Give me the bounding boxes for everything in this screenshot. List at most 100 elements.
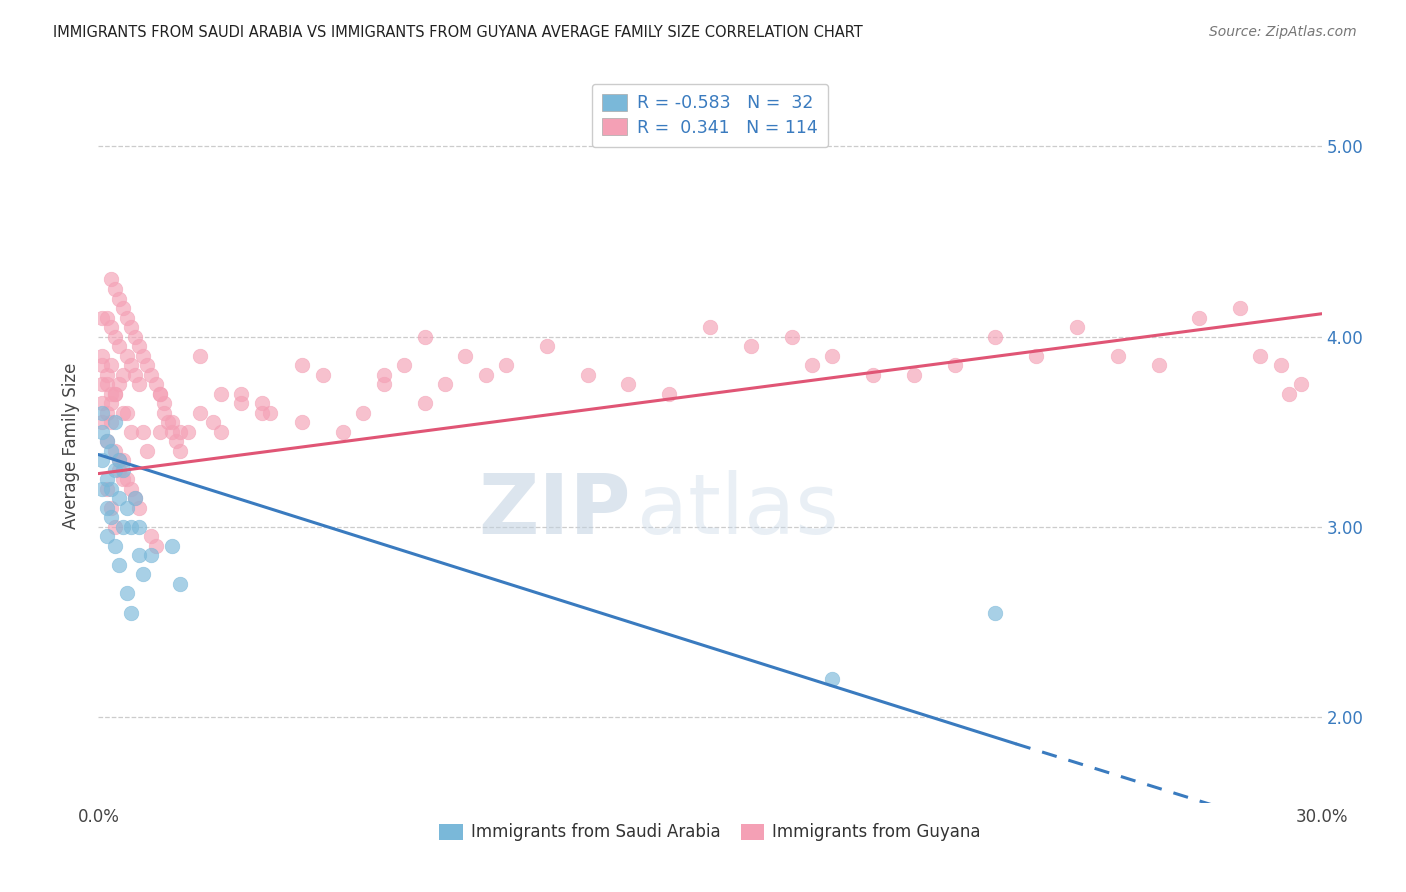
Point [780, 329, 803, 343]
Point [1147, 358, 1170, 372]
Point [96, 377, 118, 392]
Point [91, 453, 114, 467]
Point [115, 586, 138, 600]
Point [100, 386, 122, 401]
Point [100, 396, 122, 410]
Point [128, 339, 150, 353]
Point [91, 482, 114, 496]
Point [96, 406, 118, 420]
Point [104, 386, 127, 401]
Point [108, 558, 131, 572]
Point [152, 406, 174, 420]
Point [100, 510, 122, 524]
Point [536, 339, 558, 353]
Point [115, 406, 138, 420]
Point [91, 415, 114, 429]
Text: IMMIGRANTS FROM SAUDI ARABIA VS IMMIGRANTS FROM GUYANA AVERAGE FAMILY SIZE CORRE: IMMIGRANTS FROM SAUDI ARABIA VS IMMIGRAN… [53, 25, 863, 40]
Point [100, 272, 122, 286]
Point [1278, 386, 1301, 401]
Point [291, 358, 314, 372]
Point [821, 672, 844, 686]
Point [108, 453, 131, 467]
Point [169, 425, 191, 439]
Point [108, 463, 131, 477]
Point [111, 472, 134, 486]
Point [128, 377, 150, 392]
Point [209, 386, 232, 401]
Point [96, 529, 118, 543]
Point [188, 406, 212, 420]
Point [149, 386, 172, 401]
Point [169, 443, 191, 458]
Point [1229, 301, 1251, 315]
Point [111, 406, 134, 420]
Point [136, 443, 159, 458]
Point [132, 349, 155, 363]
Point [115, 310, 138, 325]
Point [1066, 320, 1088, 334]
Point [699, 320, 721, 334]
Point [250, 396, 273, 410]
Point [188, 349, 212, 363]
Point [91, 425, 114, 439]
Point [111, 463, 134, 477]
Point [120, 425, 142, 439]
Point [740, 339, 762, 353]
Point [177, 425, 200, 439]
Point [115, 500, 138, 515]
Point [115, 349, 138, 363]
Point [96, 368, 118, 382]
Point [91, 406, 114, 420]
Point [96, 472, 118, 486]
Point [124, 491, 146, 506]
Point [91, 396, 114, 410]
Point [100, 443, 122, 458]
Point [165, 434, 187, 449]
Point [169, 577, 191, 591]
Point [104, 539, 127, 553]
Point [617, 377, 640, 392]
Point [128, 500, 150, 515]
Point [434, 377, 457, 392]
Point [801, 358, 824, 372]
Point [259, 406, 281, 420]
Point [152, 396, 174, 410]
Point [149, 425, 172, 439]
Point [984, 606, 1007, 620]
Point [120, 520, 142, 534]
Point [495, 358, 517, 372]
Point [1188, 310, 1211, 325]
Point [100, 358, 122, 372]
Point [108, 292, 131, 306]
Point [209, 425, 232, 439]
Point [160, 539, 183, 553]
Point [104, 329, 127, 343]
Point [250, 406, 273, 420]
Point [392, 358, 416, 372]
Point [100, 500, 122, 515]
Point [111, 453, 134, 467]
Point [132, 425, 155, 439]
Point [145, 377, 167, 392]
Y-axis label: Average Family Size: Average Family Size [62, 363, 80, 529]
Point [1270, 358, 1292, 372]
Text: atlas: atlas [637, 470, 838, 550]
Point [120, 482, 142, 496]
Point [474, 368, 498, 382]
Point [124, 491, 146, 506]
Point [91, 358, 114, 372]
Point [111, 368, 134, 382]
Point [104, 386, 127, 401]
Point [1291, 377, 1313, 392]
Point [413, 329, 436, 343]
Legend: Immigrants from Saudi Arabia, Immigrants from Guyana: Immigrants from Saudi Arabia, Immigrants… [433, 817, 987, 848]
Point [658, 386, 681, 401]
Point [136, 358, 159, 372]
Point [231, 386, 253, 401]
Point [141, 368, 163, 382]
Point [903, 368, 925, 382]
Point [96, 500, 118, 515]
Point [104, 415, 127, 429]
Point [120, 320, 142, 334]
Point [100, 482, 122, 496]
